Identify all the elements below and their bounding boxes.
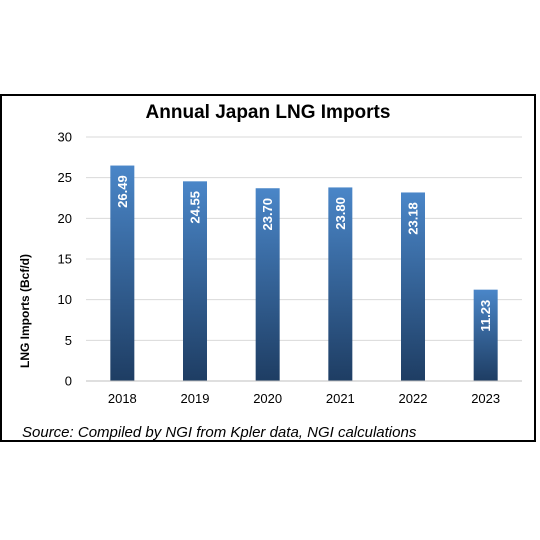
data-label-2018: 26.49	[115, 175, 130, 208]
data-label-2020: 23.70	[260, 198, 275, 231]
bars: 26.49 24.55 23.70 23.80 23.18 11.23	[110, 165, 498, 381]
x-tick-label: 2019	[181, 391, 210, 406]
source-note: Source: Compiled by NGI from Kpler data,…	[22, 424, 417, 441]
bar-2018	[110, 165, 135, 381]
y-tick-label: 5	[65, 333, 72, 348]
x-tick-labels: 2018 2019 2020 2021 2022 2023	[108, 391, 500, 406]
data-label-2023: 11.23	[478, 300, 493, 332]
y-tick-label: 25	[58, 170, 72, 185]
bar-chart: 0 5 10 15 20 25 30 26.49 24.55 23.70 23.80 23.18 11…	[58, 130, 522, 406]
bar-2023	[473, 289, 498, 381]
y-tick-label: 0	[65, 374, 72, 389]
data-label-2021: 23.80	[333, 197, 348, 230]
data-label-2019: 24.55	[188, 191, 203, 224]
bar-2019	[183, 181, 207, 381]
y-tick-label: 30	[58, 130, 72, 145]
bar-2021	[328, 187, 353, 381]
chart-frame: Annual Japan LNG Imports LNG Imports (Bc…	[0, 94, 536, 442]
grid-lines	[86, 136, 522, 341]
x-tick-label: 2020	[253, 391, 282, 406]
y-tick-label: 20	[58, 211, 72, 226]
x-tick-label: 2021	[326, 391, 355, 406]
x-tick-label: 2023	[471, 391, 500, 406]
chart-title: Annual Japan LNG Imports	[145, 102, 391, 123]
y-tick-label: 15	[58, 252, 72, 267]
bar-2020	[255, 188, 280, 381]
y-tick-labels: 0 5 10 15 20 25 30	[58, 130, 72, 389]
bar-2022	[401, 192, 425, 381]
y-tick-label: 10	[58, 292, 72, 307]
data-label-2022: 23.18	[406, 202, 421, 235]
x-tick-label: 2022	[399, 391, 428, 406]
x-tick-label: 2018	[108, 391, 137, 406]
